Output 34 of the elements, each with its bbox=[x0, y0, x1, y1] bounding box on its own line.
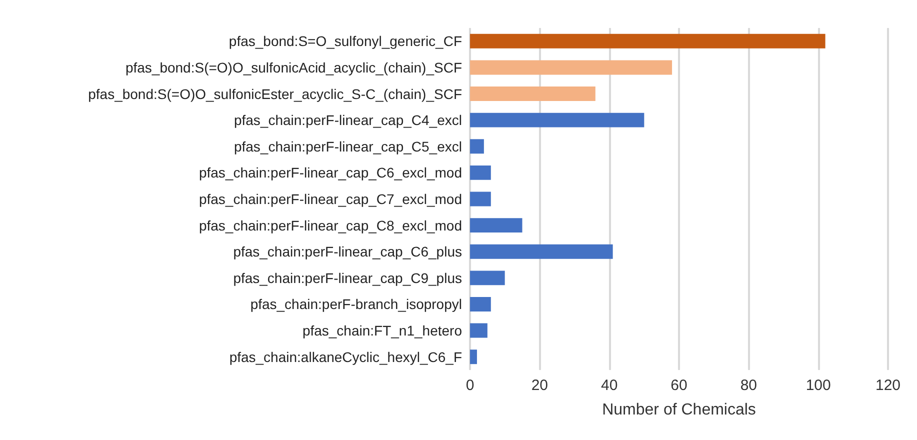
y-tick-label: pfas_bond:S=O_sulfonyl_generic_CF bbox=[228, 33, 462, 50]
bar bbox=[470, 218, 522, 233]
x-tick-label: 60 bbox=[670, 377, 688, 394]
x-tick-label: 40 bbox=[600, 377, 618, 394]
bar bbox=[470, 60, 672, 75]
bar bbox=[470, 165, 491, 180]
y-tick-label: pfas_chain:perF-linear_cap_C5_excl bbox=[234, 138, 462, 154]
bar bbox=[470, 323, 488, 338]
x-tick-label: 100 bbox=[806, 377, 831, 394]
bar bbox=[470, 192, 491, 206]
x-tick-label: 0 bbox=[466, 377, 474, 394]
bar bbox=[470, 270, 505, 286]
y-tick-label: pfas_chain:perF-linear_cap_C6_excl_mod bbox=[198, 164, 462, 181]
y-tick-label: pfas_bond:S(=O)O_sulfonicEster_acyclic_S-C_(chain)_SCF bbox=[88, 86, 462, 102]
bar bbox=[470, 34, 826, 48]
y-tick-label: pfas_chain:perF-linear_cap_C4_excl bbox=[234, 112, 462, 128]
y-tick-label: pfas_chain:alkaneCyclic_hexyl_C6_F bbox=[229, 348, 462, 365]
bar bbox=[470, 112, 644, 128]
x-tick-label: 20 bbox=[531, 377, 548, 394]
y-tick-label: pfas_chain:perF-linear_cap_C9_plus bbox=[233, 270, 462, 286]
y-tick-label: pfas_chain:FT_n1_hetero bbox=[302, 322, 462, 339]
y-tick-label: pfas_chain:perF-branch_isopropyl bbox=[250, 296, 462, 312]
bar bbox=[470, 296, 491, 312]
bar bbox=[470, 244, 613, 259]
y-tick-label: pfas_bond:S(=O)O_sulfonicAcid_acyclic_(chain)_SCF bbox=[125, 59, 462, 76]
bar bbox=[470, 139, 484, 154]
x-tick-label: 120 bbox=[875, 377, 901, 394]
x-axis-title: Number of Chemicals bbox=[602, 402, 756, 418]
y-tick-label: pfas_chain:perF-linear_cap_C8_excl_mod bbox=[198, 217, 462, 234]
x-tick-label: 80 bbox=[740, 377, 758, 394]
y-tick-label: pfas_chain:perF-linear_cap_C7_excl_mod bbox=[198, 191, 462, 207]
y-tick-label: pfas_chain:perF-linear_cap_C6_plus bbox=[233, 244, 462, 260]
bar bbox=[470, 86, 596, 102]
bar bbox=[470, 350, 477, 364]
